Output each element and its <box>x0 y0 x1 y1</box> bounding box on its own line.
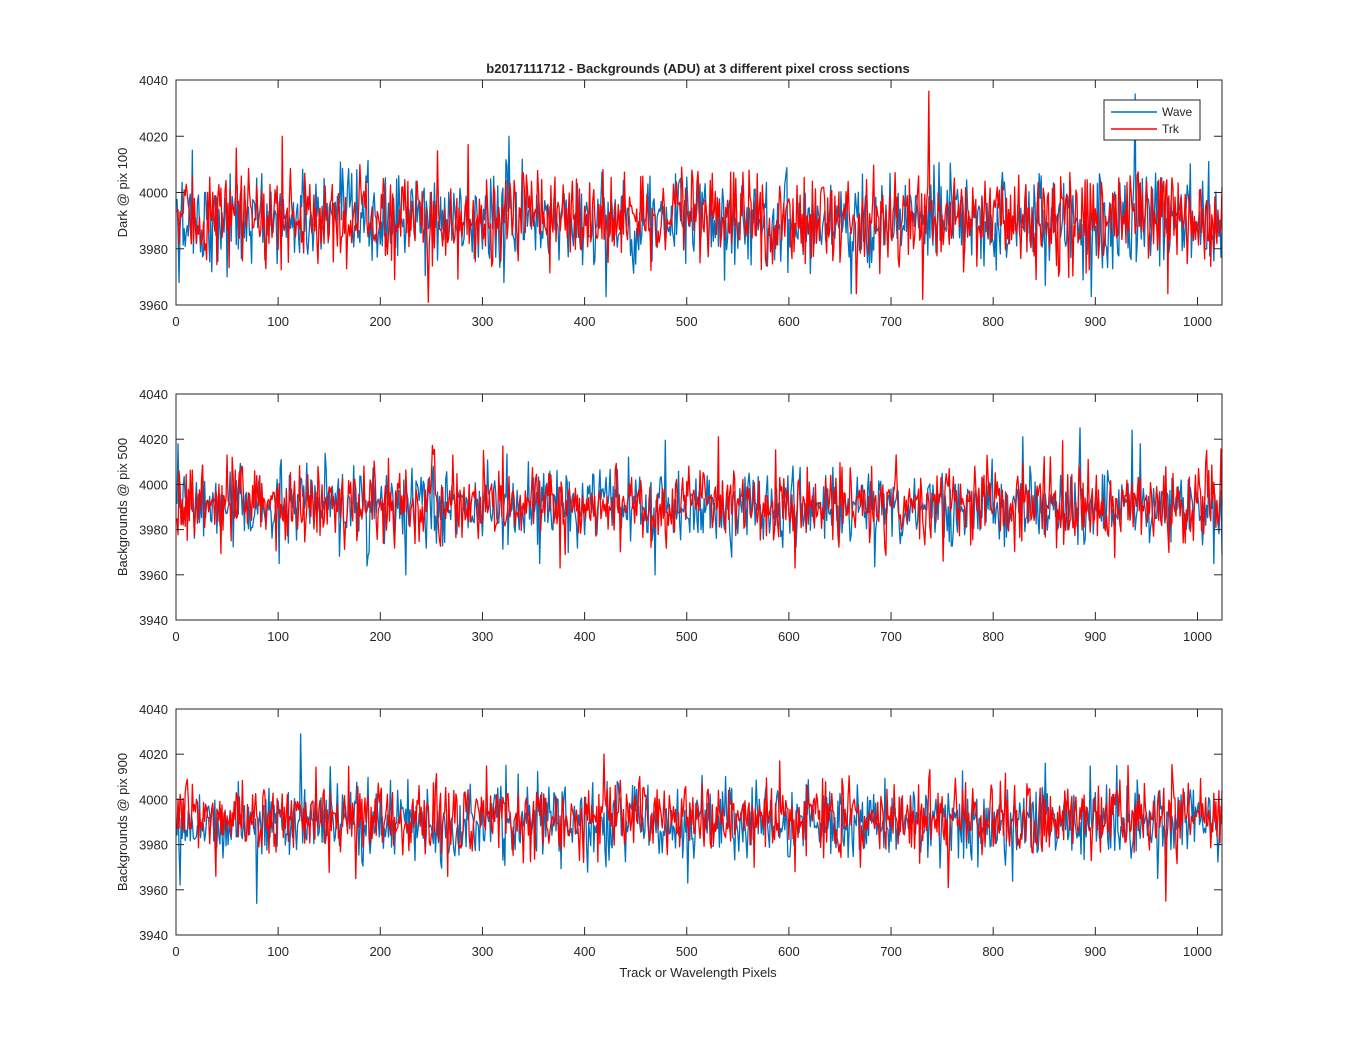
x-tick-label: 0 <box>172 629 179 644</box>
subplot-1: 0 100 200 300 400 500 600 700 800 900 1000 3960 3980… <box>115 73 1223 329</box>
legend-label-trk: Trk <box>1162 122 1180 136</box>
x-tick-label: 700 <box>880 314 902 329</box>
y-axis-label: Backgrounds @ pix 900 <box>115 753 130 891</box>
y-tick-label: 4000 <box>139 186 168 201</box>
x-tick-label: 900 <box>1084 629 1106 644</box>
y-tick-label: 3980 <box>139 242 168 257</box>
x-tick-label: 400 <box>574 944 596 959</box>
y-tick-label: 3940 <box>139 613 168 628</box>
plot-frame <box>175 393 1223 621</box>
x-axis-label: Track or Wavelength Pixels <box>619 965 777 980</box>
x-tick-label: 100 <box>267 314 289 329</box>
x-tick-label: 200 <box>369 629 391 644</box>
x-tick-label: 800 <box>982 629 1004 644</box>
x-tick-label: 800 <box>982 944 1004 959</box>
y-tick-label: 3960 <box>139 568 168 583</box>
plot-frame <box>175 708 1223 936</box>
x-tick-label: 600 <box>778 314 800 329</box>
x-tick-label: 500 <box>676 314 698 329</box>
x-tick-label: 500 <box>676 944 698 959</box>
x-tick-label: 300 <box>472 944 494 959</box>
y-tick-label: 3980 <box>139 838 168 853</box>
x-tick-label: 200 <box>369 314 391 329</box>
figure-title: b2017111712 - Backgrounds (ADU) at 3 dif… <box>486 61 909 76</box>
x-tick-label: 0 <box>172 314 179 329</box>
y-tick-label: 3960 <box>139 883 168 898</box>
x-tick-label: 100 <box>267 944 289 959</box>
x-tick-label: 100 <box>267 629 289 644</box>
x-tick-label: 900 <box>1084 944 1106 959</box>
legend: Wave Trk <box>1103 99 1201 141</box>
legend-label-wave: Wave <box>1162 105 1193 119</box>
x-tick-label: 700 <box>880 944 902 959</box>
y-tick-label: 4040 <box>139 387 168 402</box>
series-line-trk <box>176 436 1223 569</box>
series-line-trk <box>176 90 1223 303</box>
x-tick-label: 1000 <box>1183 944 1212 959</box>
x-tick-label: 800 <box>982 314 1004 329</box>
y-tick-label: 4040 <box>139 73 168 88</box>
subplot-3: 0 100 200 300 400 500 600 700 800 900 1000 3940 3960… <box>115 702 1223 959</box>
y-tick-label: 4000 <box>139 477 168 492</box>
subplot-2: 0 100 200 300 400 500 600 700 800 900 1000 3940 3960… <box>115 387 1223 644</box>
x-tick-label: 600 <box>778 629 800 644</box>
y-tick-label: 4020 <box>139 747 168 762</box>
y-axis-label: Backgrounds @ pix 500 <box>115 438 130 576</box>
x-tick-label: 0 <box>172 944 179 959</box>
x-tick-label: 300 <box>472 629 494 644</box>
y-tick-label: 4000 <box>139 792 168 807</box>
x-tick-label: 400 <box>574 629 596 644</box>
x-tick-label: 700 <box>880 629 902 644</box>
y-tick-label: 4020 <box>139 129 168 144</box>
legend-box <box>1103 99 1201 141</box>
y-tick-label: 4040 <box>139 702 168 717</box>
y-tick-label: 3940 <box>139 928 168 943</box>
x-tick-label: 900 <box>1084 314 1106 329</box>
x-tick-label: 500 <box>676 629 698 644</box>
x-tick-label: 200 <box>369 944 391 959</box>
y-tick-label: 3960 <box>139 298 168 313</box>
x-tick-label: 300 <box>472 314 494 329</box>
y-axis-label: Dark @ pix 100 <box>115 148 130 238</box>
y-tick-label: 4020 <box>139 432 168 447</box>
x-tick-label: 1000 <box>1183 314 1212 329</box>
series-line-trk <box>176 753 1223 902</box>
y-tick-label: 3980 <box>139 523 168 538</box>
x-tick-label: 600 <box>778 944 800 959</box>
x-tick-label: 400 <box>574 314 596 329</box>
x-tick-label: 1000 <box>1183 629 1212 644</box>
